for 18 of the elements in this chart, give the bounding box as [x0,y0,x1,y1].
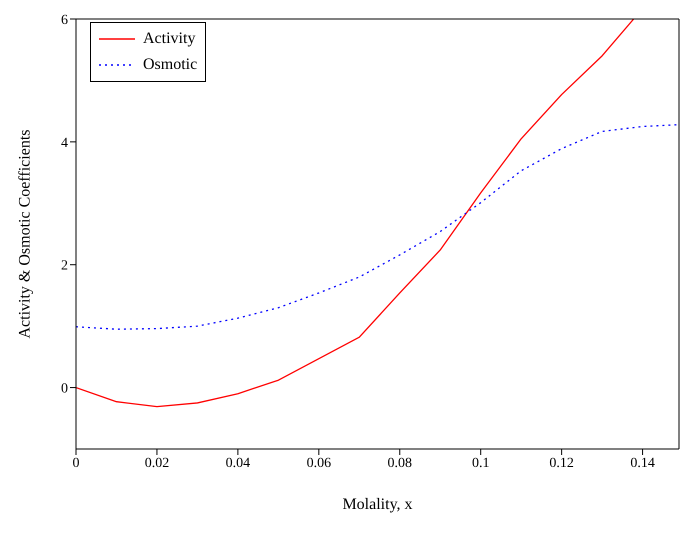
x-tick-label: 0.02 [144,456,170,471]
x-tick-label: 0.04 [226,456,250,471]
line-series [76,124,679,330]
y-tick-label: 2 [61,258,68,274]
line-series [76,19,634,408]
legend-label: Activity [143,29,196,49]
y-tick-label: 6 [61,12,68,28]
x-tick-label: 0.12 [549,456,574,471]
x-axis-title: Molality, x [342,496,413,513]
legend-label: Osmotic [143,55,198,75]
x-tick-label: 0.08 [388,456,412,471]
x-tick-label: 0.1 [472,456,490,471]
y-axis-title: Activity & Osmotic Coefficients [16,129,34,339]
y-tick-label: 4 [61,136,68,151]
x-tick-label: 0 [72,456,80,471]
y-tick-label: 0 [61,382,68,397]
x-tick-label: 0.06 [306,456,332,471]
x-tick-label: 0.14 [630,456,655,471]
